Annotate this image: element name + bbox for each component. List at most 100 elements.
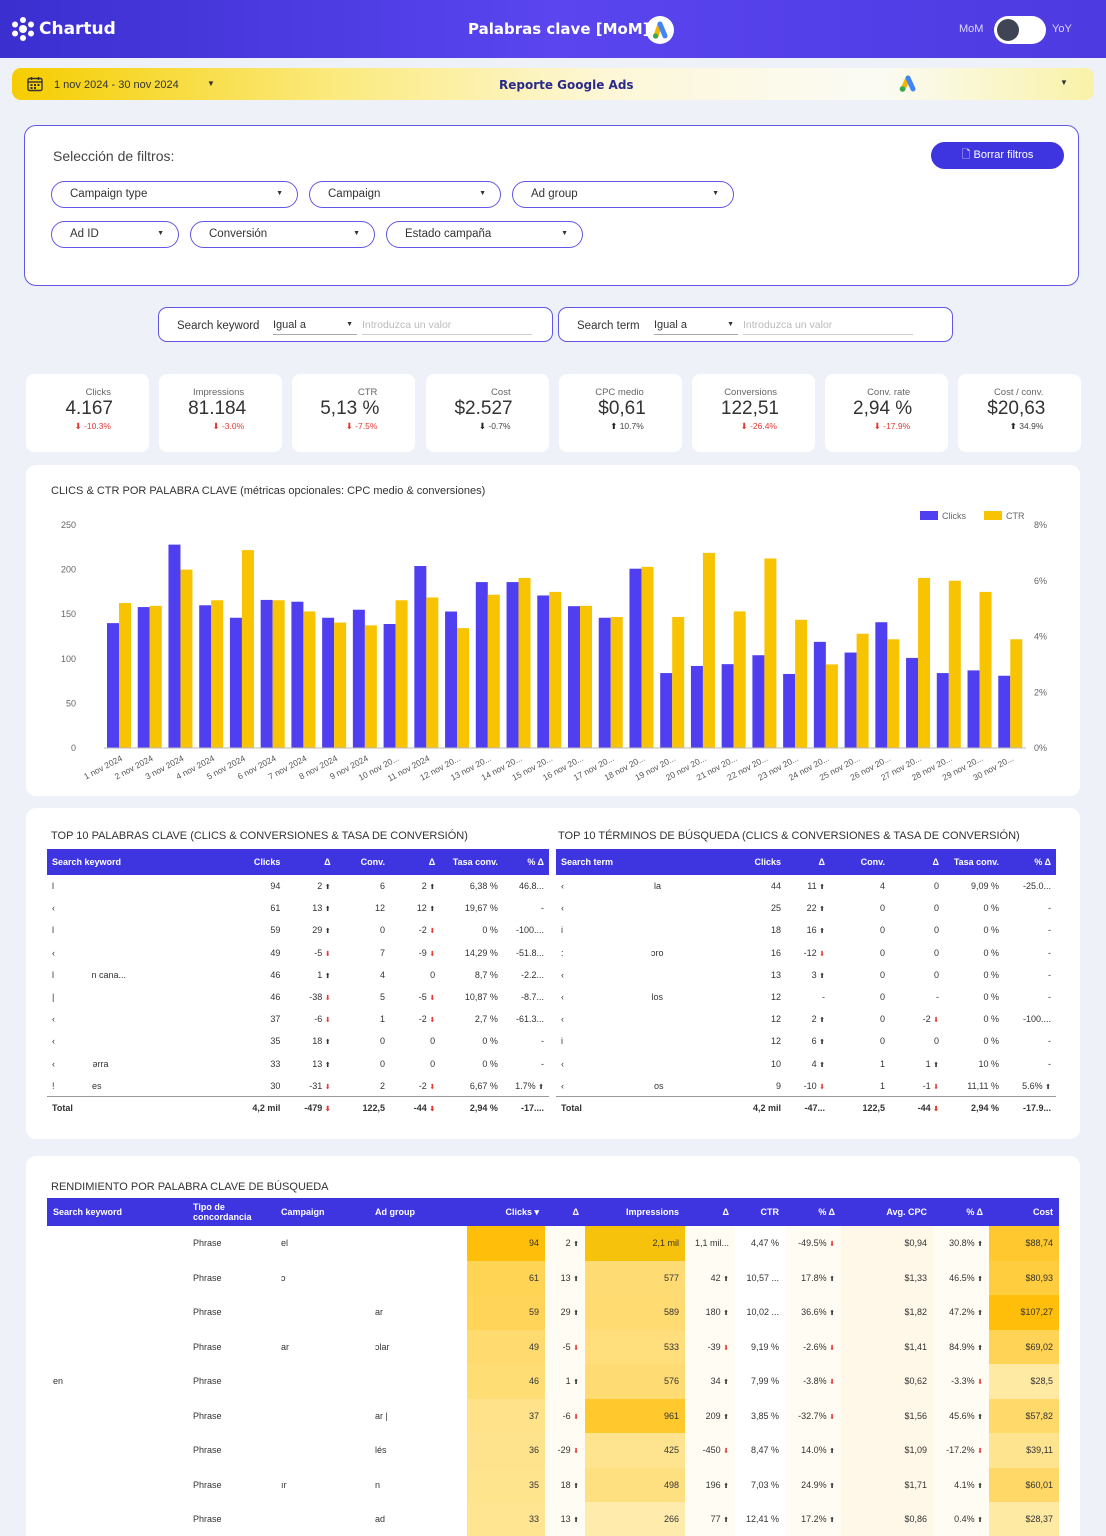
column-header[interactable]: Tasa conv. [944,849,1004,875]
table-row[interactable]: ‹ la 44 11 ⬆ 4 0 9,09 % -25.0... [556,875,1056,897]
date-range[interactable]: 1 nov 2024 - 30 nov 2024 [54,79,179,91]
search-term-label: Search term [577,320,640,332]
table-cell: 77 ⬆ [685,1502,735,1536]
table-row[interactable]: Phrase ad 33 13 ⬆ 266 77 ⬆ 12,41 % 17.2% ⬆ $0,86… [47,1502,1059,1536]
table-row[interactable]: ‹ ərra 33 13 ⬆ 0 0 0 % - [47,1053,549,1075]
y-tick-label: 0 [71,743,76,753]
table-cell: Phrase [193,1341,222,1352]
arrow-up-icon: ⬆ [819,906,825,914]
table-row[interactable]: ‹ 13 3 ⬆ 0 0 0 % - [556,964,1056,986]
account-dropdown-caret[interactable]: ▼ [1060,78,1068,87]
column-header[interactable]: Clicks [734,849,786,875]
table-cell: - [1048,947,1051,958]
column-header[interactable]: Clicks [235,849,286,875]
column-header[interactable]: Conv. [830,849,890,875]
bar-ctr [948,580,961,748]
column-header[interactable]: Cost [989,1198,1059,1226]
table-row[interactable]: ‹ 10 4 ⬆ 1 1 ⬆ 10 % - [556,1053,1056,1075]
table-row[interactable]: l n cana... 46 1 ⬆ 4 0 8,7 % -2.2... [47,964,549,986]
table-row[interactable]: i 12 6 ⬆ 0 0 0 % - [556,1030,1056,1052]
column-header[interactable]: Impressions [585,1198,685,1226]
table-cell: 0 [430,1058,436,1069]
column-header[interactable]: Search keyword [47,849,236,875]
column-header[interactable]: Δ [545,1198,585,1226]
column-header[interactable]: Δ [285,849,336,875]
table-cell: -3.3% ⬇ [933,1364,989,1399]
column-header[interactable]: % Δ [785,1198,841,1226]
table-cell: 44 [770,881,781,892]
total-cell: -44 ⬇ [890,1096,944,1120]
table-row[interactable]: Phrase el 94 2 ⬆ 2,1 mil 1,1 mil... 4,47 % -49.… [47,1226,1059,1261]
table-row[interactable]: ‹ 61 13 ⬆ 12 12 ⬆ 19,67 % - [47,897,549,919]
table-row[interactable]: Phrase ır n 35 18 ⬆ 498 196 ⬆ 7,03 % 24.9% ⬆ $1,7… [47,1467,1059,1503]
table-cell: 0 % [482,1058,498,1069]
calendar-icon[interactable] [27,76,43,92]
table-cell: 1 ⬆ [545,1364,585,1399]
table-row[interactable]: ‹ 37 -6 ⬇ 1 -2 ⬇ 2,7 % -61.3... [47,1008,549,1030]
column-header[interactable]: Δ [685,1198,735,1226]
table-row[interactable]: Phrase ɔ 61 13 ⬆ 577 42 ⬆ 10,57 ... 17.8% ⬆ $1,3… [47,1260,1059,1295]
table-row[interactable]: Phrase ar 59 29 ⬆ 589 180 ⬆ 10,02 ... 36.6% ⬆ $1… [47,1295,1059,1330]
filter-campaign-type[interactable]: Campaign type ▼ [51,181,298,208]
filter-campaign[interactable]: Campaign ▼ [309,181,501,208]
search-keyword-operator[interactable]: Igual a ▼ [273,319,357,335]
table-row[interactable]: ‹ os 9 -10 ⬇ 1 -1 ⬇ 11,11 % 5.6% ⬆ [556,1075,1056,1097]
table-cell: l n cana... [52,969,127,980]
top-search-terms-title: TOP 10 TÉRMINOS DE BÚSQUEDA (CLICS & CON… [558,830,1020,842]
table-row[interactable]: ‹ 35 18 ⬆ 0 0 0 % - [47,1030,549,1052]
table-row[interactable]: l 94 2 ⬆ 6 2 ⬆ 6,38 % 46.8... [47,875,549,897]
table-row[interactable]: ‹ los 12 - 0 - 0 % - [556,986,1056,1008]
column-header[interactable]: Tasa conv. [440,849,503,875]
table-row[interactable]: | 46 -38 ⬇ 5 -5 ⬇ 10,87 % -8.7... [47,986,549,1008]
filter-ad-id[interactable]: Ad ID ▼ [51,221,179,248]
table-cell: ar [281,1341,290,1352]
filter-ad-group[interactable]: Ad group ▼ [512,181,734,208]
kpi-label: Impressions [192,387,245,398]
kpi-card: Cost / conv. $20,63 ⬆ 34.9% [958,374,1082,452]
mom-yoy-toggle[interactable] [994,16,1046,44]
table-row[interactable]: Phrase ar ɔlar 49 -5 ⬇ 533 -39 ⬇ 9,19 % -2.6% ⬇ $… [47,1329,1059,1364]
column-header[interactable]: % Δ [1004,849,1056,875]
table-row[interactable]: ! es 30 -31 ⬇ 2 -2 ⬇ 6,67 % 1.7% ⬆ [47,1075,549,1097]
table-row[interactable]: : ɔro 16 -12 ⬇ 0 0 0 % - [556,942,1056,964]
table-cell: - [1048,1036,1051,1047]
column-header[interactable]: CTR [735,1198,785,1226]
kpi-arrow-icon: ⬇ [740,421,751,431]
filter-campaign-status[interactable]: Estado campaña ▼ [386,221,583,248]
table-row[interactable]: i 18 16 ⬆ 0 0 0 % - [556,919,1056,941]
column-header[interactable]: Δ [786,849,830,875]
column-header[interactable]: Clicks ▾ [467,1198,545,1226]
search-term-operator[interactable]: Igual a ▼ [654,319,738,335]
column-header[interactable]: Search keyword [47,1198,187,1226]
filter-conversion[interactable]: Conversión ▼ [190,221,375,248]
table-cell: ‹ los [561,992,664,1003]
column-header[interactable]: Δ [390,849,441,875]
table-row[interactable]: Phrase lés 36 -29 ⬇ 425 -450 ⬇ 8,47 % 14.0% ⬆ $1… [47,1433,1059,1468]
table-row[interactable]: en Phrase 46 1 ⬆ 576 34 ⬆ 7,99 % -3.8% ⬇ $0,62 -3… [47,1364,1059,1399]
table-row[interactable]: ‹ 12 2 ⬆ 0 -2 ⬇ 0 % -100.... [556,1008,1056,1030]
brand-logo[interactable]: Chartud [10,16,116,42]
table-cell [47,1468,187,1503]
column-header[interactable]: Δ [890,849,944,875]
table-cell: -10 ⬇ [803,1080,825,1091]
column-header[interactable]: Campaign [275,1198,369,1226]
chevron-down-icon[interactable]: ▼ [207,79,215,88]
table-row[interactable]: ‹ 49 -5 ⬇ 7 -9 ⬇ 14,29 % -51.8... [47,942,549,964]
table-cell: 4 [379,969,385,980]
column-header[interactable]: Avg. CPC [841,1198,933,1226]
table-cell: 577 [585,1260,685,1295]
column-header[interactable]: % Δ [502,849,549,875]
column-header[interactable]: Conv. [335,849,390,875]
search-keyword-input[interactable]: Introduzca un valor [362,319,532,335]
column-header[interactable]: Ad group [369,1198,467,1226]
kpi-arrow-icon: ⬇ [212,421,222,431]
table-row[interactable]: l 59 29 ⬆ 0 -2 ⬇ 0 % -100.... [47,919,549,941]
column-header[interactable]: Search term [556,849,734,875]
search-term-input[interactable]: Introduzca un valor [743,319,913,335]
column-header[interactable]: Tipo de concordancia [187,1198,275,1226]
table-row[interactable]: Phrase ar | 37 -6 ⬇ 961 209 ⬆ 3,85 % -32.7% ⬇ $1… [47,1398,1059,1433]
column-header[interactable]: % Δ [933,1198,989,1226]
clear-filters-button[interactable]: 🗋 Borrar filtros [931,142,1064,169]
table-row[interactable]: ‹ 25 22 ⬆ 0 0 0 % - [556,897,1056,919]
